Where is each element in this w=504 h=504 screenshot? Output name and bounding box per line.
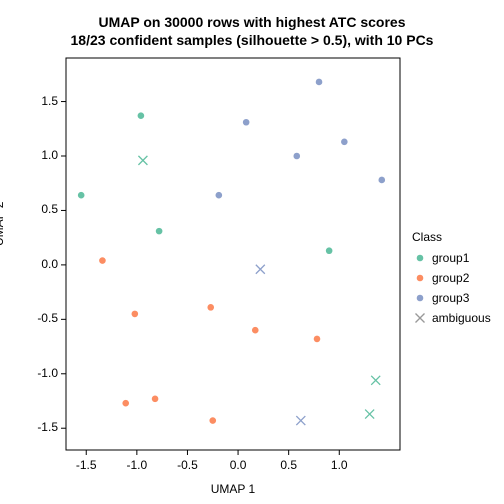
y-tick-label: 1.5 (41, 94, 58, 108)
y-tick-label: 1.0 (41, 148, 58, 162)
x-tick-label: 0.0 (220, 458, 256, 472)
x-tick-label: 1.0 (321, 458, 357, 472)
legend-item-group2: group2 (432, 271, 469, 285)
y-tick-label: 0.5 (41, 202, 58, 216)
x-tick-label: 0.5 (271, 458, 307, 472)
legend-item-ambiguous: ambiguous (432, 311, 491, 325)
legend-item-group3: group3 (432, 291, 469, 305)
x-tick-label: -1.5 (68, 458, 104, 472)
y-tick-label: -1.0 (37, 366, 58, 380)
y-tick-label: -1.5 (37, 420, 58, 434)
y-tick-label: -0.5 (37, 311, 58, 325)
x-tick-label: -0.5 (169, 458, 205, 472)
legend-title: Class (412, 230, 442, 244)
scatter-plot (0, 0, 504, 504)
legend-item-group1: group1 (432, 251, 469, 265)
y-tick-label: 0.0 (41, 257, 58, 271)
x-tick-label: -1.0 (119, 458, 155, 472)
